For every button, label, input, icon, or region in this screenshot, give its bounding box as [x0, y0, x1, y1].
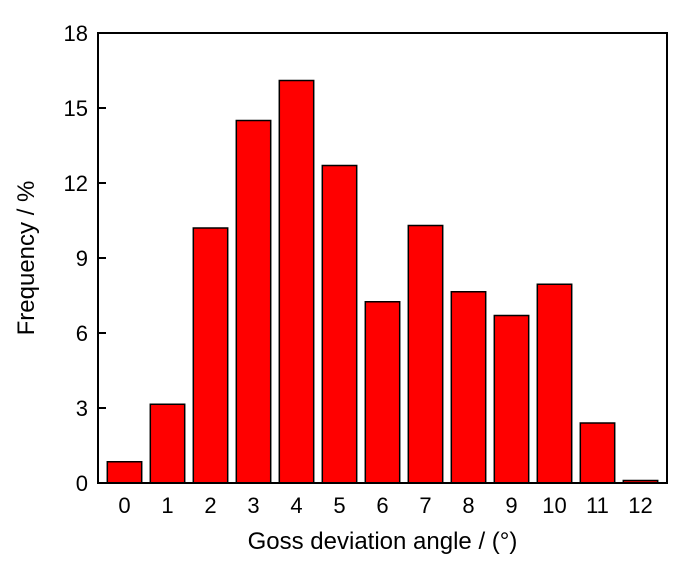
x-axis-ticks: 0 1 2 3 4 5 6 7 8 9 10 11 12: [118, 493, 652, 518]
x-tick-label: 1: [161, 493, 173, 518]
bar-4: [278, 79, 315, 484]
bar-5: [321, 164, 358, 484]
x-tick-label: 6: [376, 493, 388, 518]
x-tick-label: 12: [628, 493, 652, 518]
bar-2: [192, 227, 229, 484]
x-tick-label: 7: [419, 493, 431, 518]
x-tick-label: 9: [505, 493, 517, 518]
y-tick-label: 3: [76, 396, 88, 421]
y-axis-ticks: 0 3 6 9 12 15 18: [64, 21, 106, 496]
bar-group: [106, 79, 659, 484]
y-tick-label: 15: [64, 96, 88, 121]
bar-1: [149, 403, 186, 484]
x-tick-label: 2: [204, 493, 216, 518]
y-tick-label: 18: [64, 21, 88, 46]
x-tick-label: 4: [290, 493, 302, 518]
y-tick-label: 12: [64, 171, 88, 196]
x-tick-label: 8: [462, 493, 474, 518]
bar-6: [364, 301, 401, 484]
x-tick-label: 11: [586, 493, 609, 518]
x-tick-label: 5: [333, 493, 345, 518]
x-tick-label: 10: [542, 493, 566, 518]
x-axis-title: Goss deviation angle / (°): [248, 528, 518, 555]
bar-10: [536, 283, 573, 484]
x-tick-label: 0: [118, 493, 130, 518]
bar-9: [493, 314, 530, 484]
bar-3: [235, 119, 272, 484]
bar-11: [579, 422, 616, 484]
bar-8: [450, 291, 487, 484]
y-tick-label: 0: [76, 471, 88, 496]
y-tick-label: 6: [76, 321, 88, 346]
bar-7: [407, 224, 444, 484]
x-tick-label: 3: [247, 493, 259, 518]
y-tick-label: 9: [76, 246, 88, 271]
bar-0: [106, 461, 143, 484]
y-axis-title: Frequency / %: [13, 181, 40, 336]
